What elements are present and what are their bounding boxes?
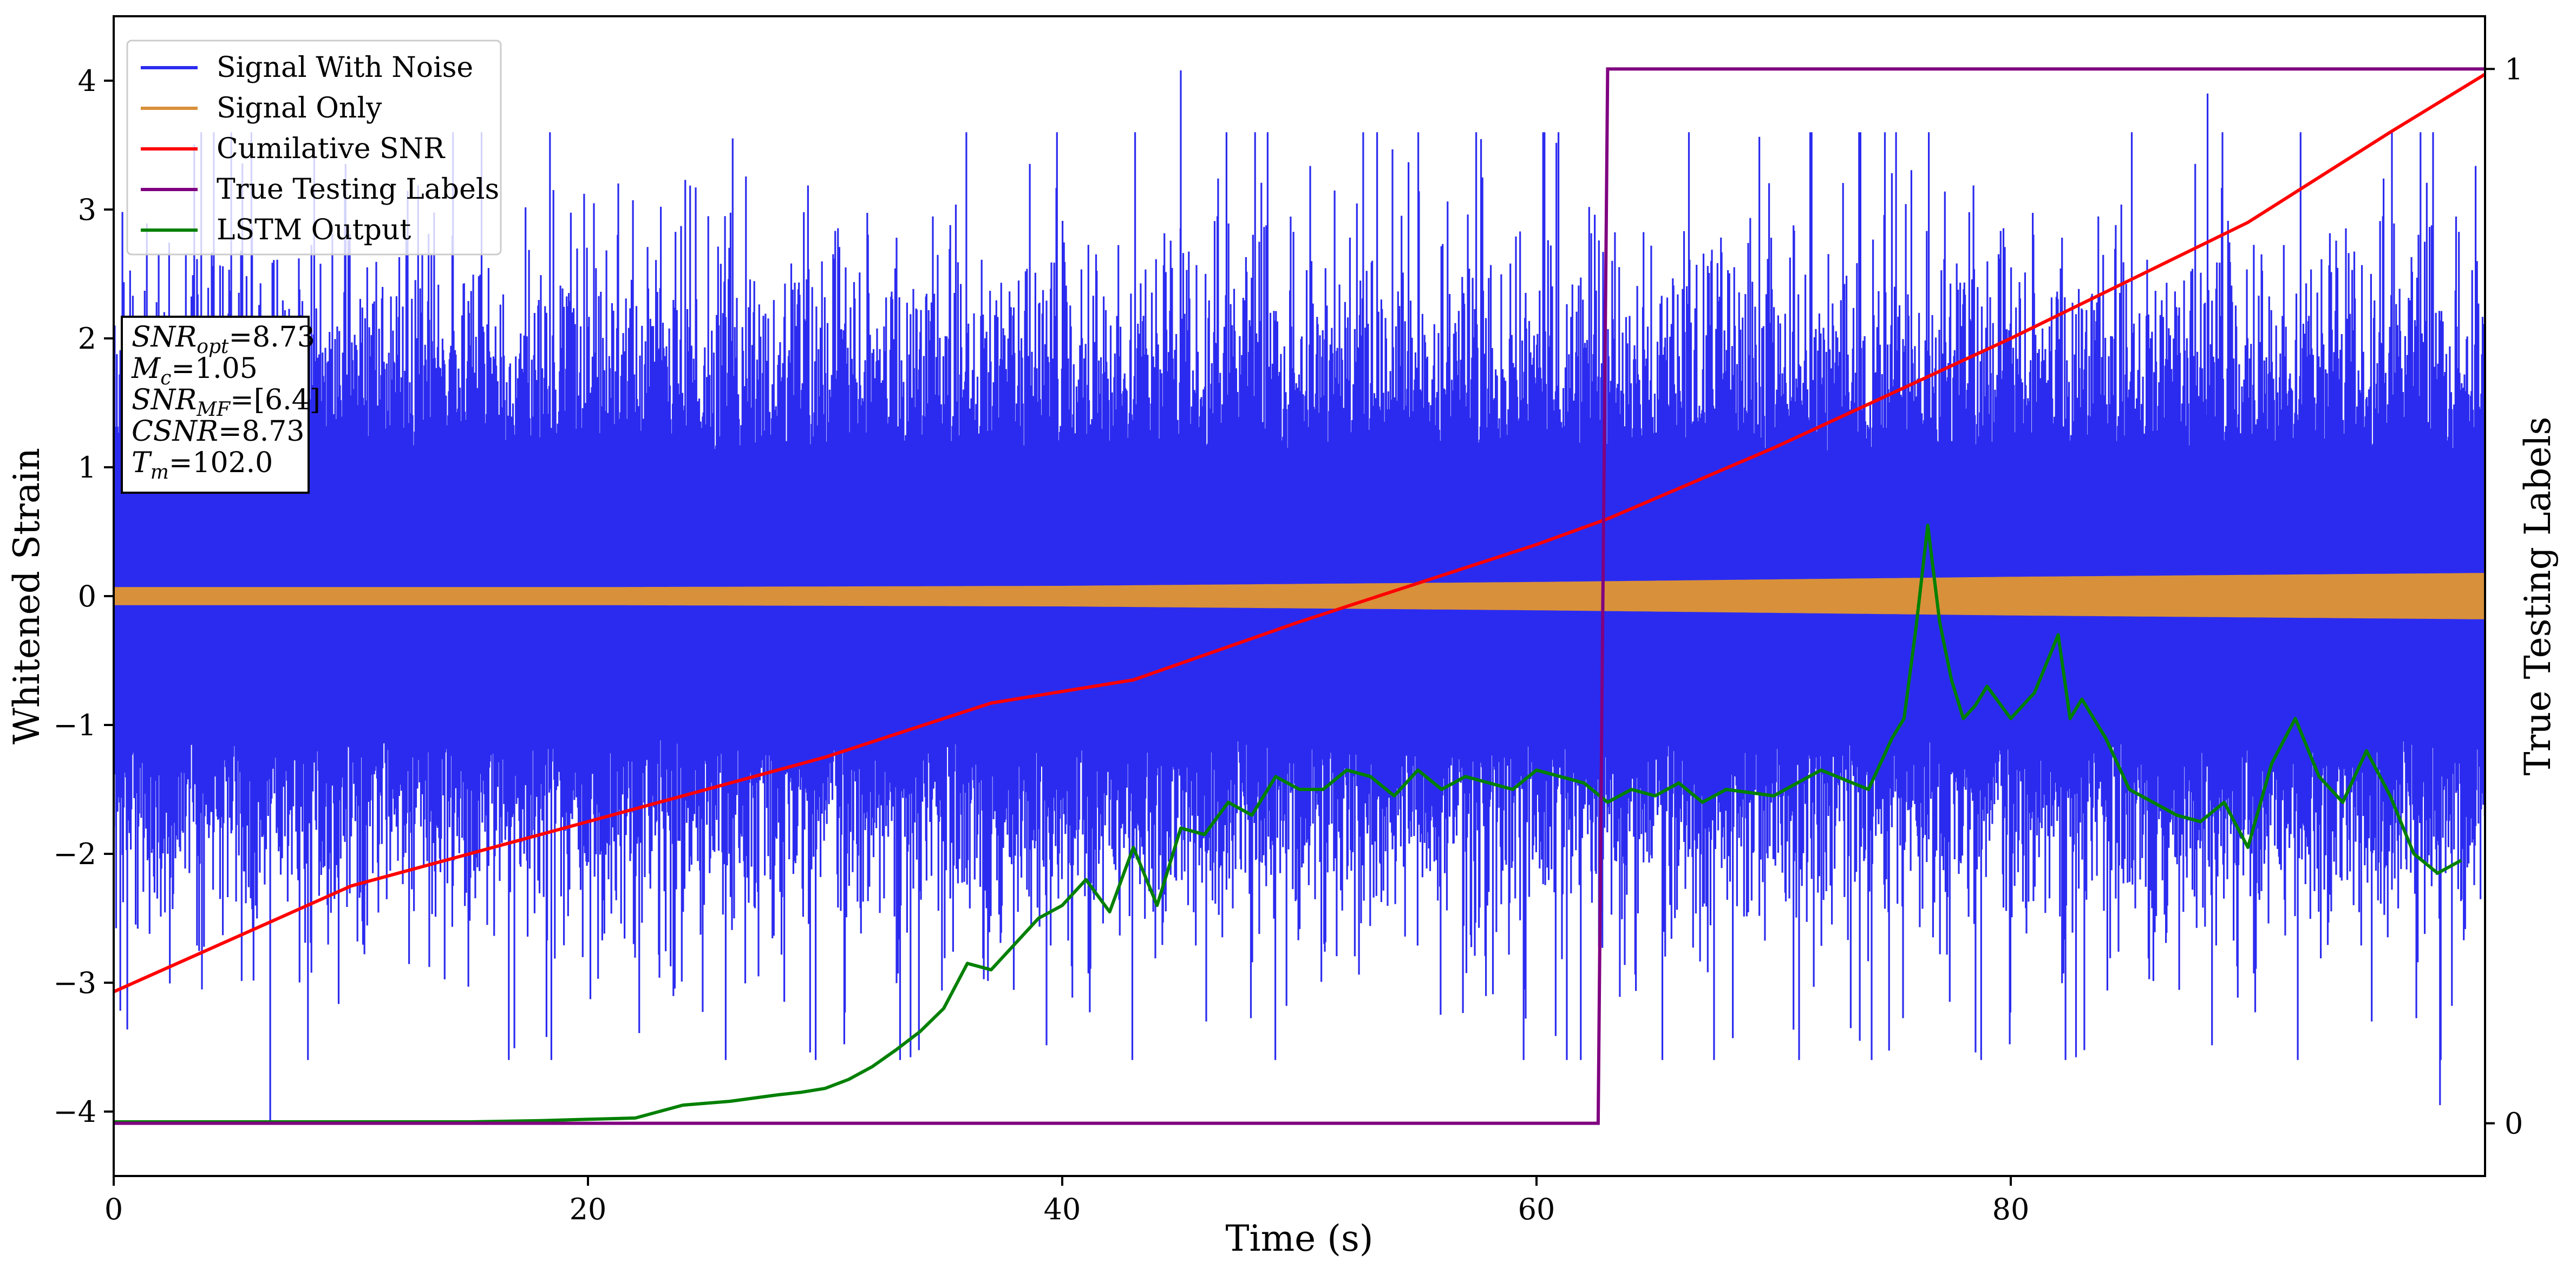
x-tick-label: 60: [1518, 1192, 1555, 1226]
series-true-testing-labels: [114, 67, 2485, 1125]
legend-box: [126, 40, 502, 256]
info-line: Mc=1.05: [131, 352, 258, 389]
y-tick-label: −2: [53, 837, 96, 871]
legend-label: Cumilative SNR: [217, 133, 446, 165]
y-tick-label: 0: [78, 579, 96, 613]
x-axis-label: Time (s): [1225, 1218, 1373, 1259]
x-tick-label: 0: [104, 1192, 123, 1226]
y-tick-label: −4: [53, 1095, 96, 1129]
legend-label: True Testing Labels: [217, 173, 499, 206]
legend-label: Signal Only: [217, 92, 382, 125]
series-cumulative-snr: [114, 73, 2485, 994]
series-signal-only: [114, 573, 2485, 619]
info-line: SNRMF=[6.4]: [132, 384, 321, 421]
info-line: SNRopt=8.73: [132, 321, 315, 358]
x-tick-label: 80: [1992, 1192, 2030, 1226]
y-tick-label: 4: [78, 64, 96, 98]
plot-area: [114, 67, 2485, 1125]
y-tick-label: −1: [53, 708, 96, 742]
info-line: CSNR=8.73: [132, 415, 304, 448]
x-tick-label: 40: [1044, 1192, 1081, 1226]
info-box: SNRopt=8.73Mc=1.05SNRMF=[6.4]CSNR=8.73Tm…: [121, 316, 321, 494]
y-axis-label: Whitened Strain: [6, 448, 48, 744]
x-tick-label: 20: [570, 1192, 607, 1226]
y2-tick-label: 1: [2505, 52, 2523, 86]
y-tick-label: 3: [78, 193, 96, 227]
series-lstm-output: [114, 524, 2462, 1123]
y-tick-label: 2: [78, 322, 96, 356]
y-tick-label: 1: [78, 450, 96, 485]
legend: Signal With Noise Signal Only Cumilative S…: [126, 40, 502, 256]
y2-axis-label: True Testing Labels: [2517, 417, 2559, 776]
y2-tick-label: 0: [2505, 1107, 2523, 1141]
legend-label: LSTM Output: [217, 214, 411, 246]
info-box-frame: [121, 316, 310, 494]
legend-label: Signal With Noise: [217, 51, 473, 84]
info-line: Tm=102.0: [132, 447, 273, 484]
y-tick-label: −3: [53, 966, 96, 1000]
